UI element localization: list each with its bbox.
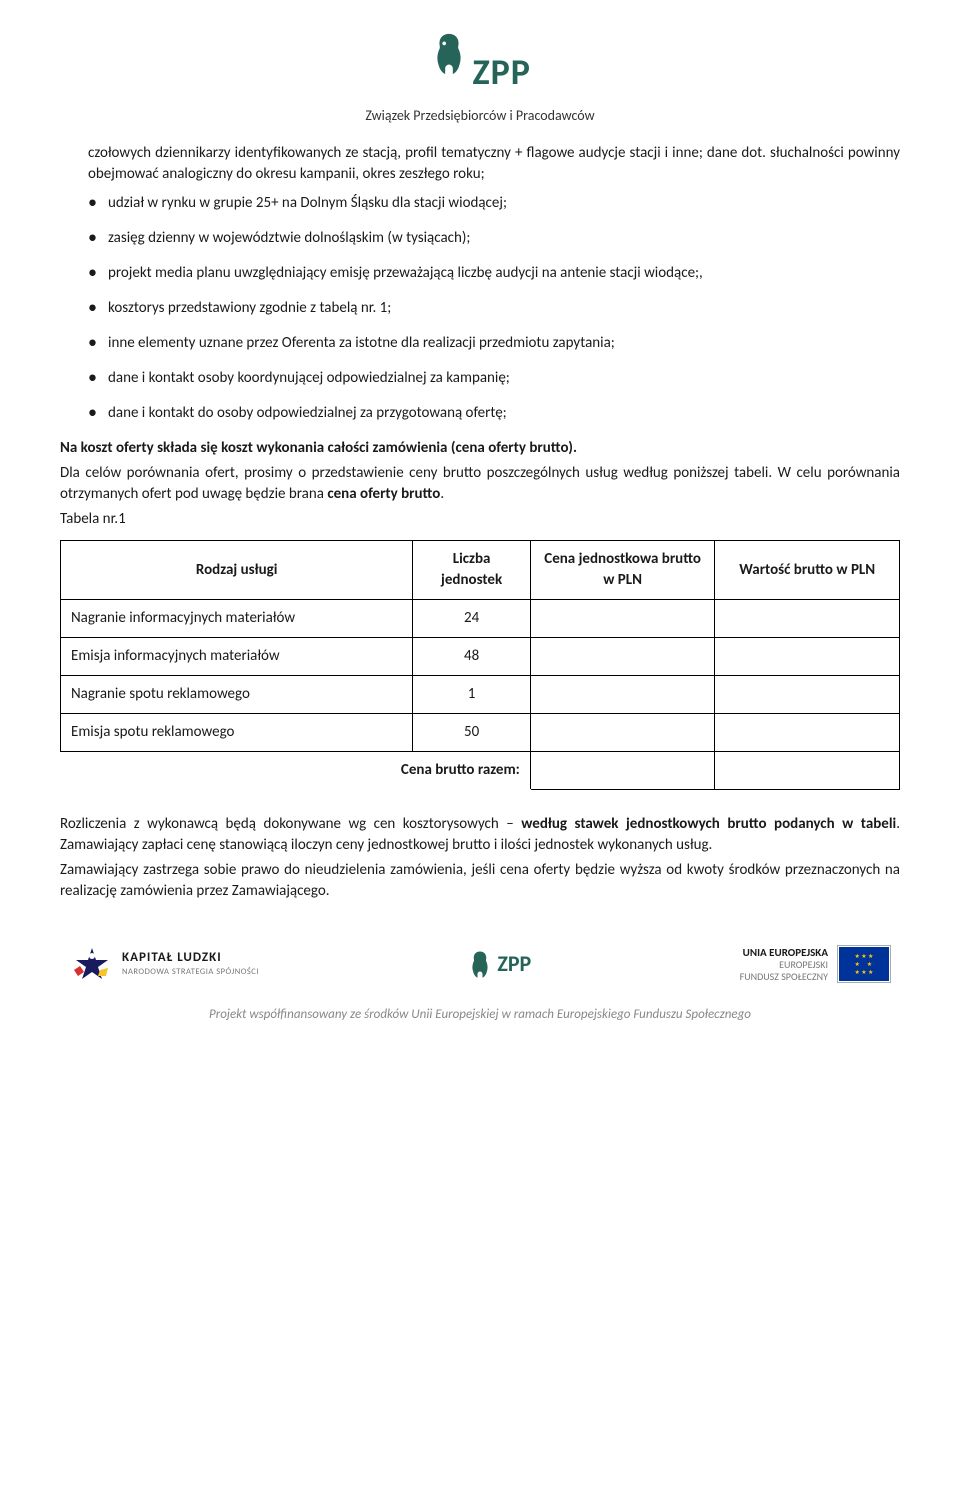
cell-total-unit (530, 752, 715, 790)
footer-logos: KAPITAŁ LUDZKI NARODOWA STRATEGIA SPÓJNO… (60, 942, 900, 986)
cell-qty: 50 (413, 714, 530, 752)
list-item: kosztorys przedstawiony zgodnie z tabelą… (88, 298, 900, 319)
list-item: inne elementy uznane przez Oferenta za i… (88, 333, 900, 354)
kl-text: KAPITAŁ LUDZKI NARODOWA STRATEGIA SPÓJNO… (122, 949, 259, 979)
cell-value (715, 638, 900, 676)
cell-total-value (715, 752, 900, 790)
table-total-row: Cena brutto razem: (61, 752, 900, 790)
eu-text: UNIA EUROPEJSKA EUROPEJSKI FUNDUSZ SPOŁE… (740, 946, 828, 983)
comparison-paragraph: Dla celów porównania ofert, prosimy o pr… (60, 463, 900, 505)
intro-paragraph: czołowych dziennikarzy identyfikowanych … (60, 143, 900, 185)
col-header-value: Wartość brutto w PLN (715, 541, 900, 600)
cell-label: Emisja informacyjnych materiałów (61, 638, 413, 676)
bear-icon (429, 30, 469, 76)
cell-unitprice (530, 600, 715, 638)
settlement-paragraph: Rozliczenia z wykonawcą będą dokonywane … (60, 814, 900, 856)
table-row: Emisja informacyjnych materiałów 48 (61, 638, 900, 676)
text-span-bold: według stawek jednostkowych brutto podan… (521, 815, 896, 833)
cell-qty: 24 (413, 600, 530, 638)
kl-star-icon (70, 942, 114, 986)
text-span-bold: cena oferty brutto (327, 485, 440, 503)
footer-zpp-logo: ZPP (467, 949, 531, 980)
kl-line1: KAPITAŁ LUDZKI (122, 949, 259, 967)
cell-unitprice (530, 638, 715, 676)
eu-line3: FUNDUSZ SPOŁECZNY (740, 971, 828, 983)
cell-value (715, 676, 900, 714)
cell-value (715, 714, 900, 752)
cost-statement: Na koszt oferty składa się koszt wykonan… (60, 438, 900, 459)
cell-label: Emisja spotu reklamowego (61, 714, 413, 752)
pricing-table: Rodzaj usługi Liczba jednostek Cena jedn… (60, 540, 900, 790)
list-item: dane i kontakt osoby koordynującej odpow… (88, 368, 900, 389)
table-row: Nagranie informacyjnych materiałów 24 (61, 600, 900, 638)
col-header-service: Rodzaj usługi (61, 541, 413, 600)
body-text: czołowych dziennikarzy identyfikowanych … (60, 143, 900, 902)
cell-unitprice (530, 676, 715, 714)
cell-qty: 1 (413, 676, 530, 714)
col-header-qty: Liczba jednostek (413, 541, 530, 600)
text-span: . (440, 485, 444, 503)
eu-flag-icon: ★ ★ ★★ ★★ ★ ★ (838, 946, 890, 982)
table-row: Nagranie spotu reklamowego 1 (61, 676, 900, 714)
bullet-list: udział w rynku w grupie 25+ na Dolnym Śl… (60, 193, 900, 424)
cell-unitprice (530, 714, 715, 752)
table-header-row: Rodzaj usługi Liczba jednostek Cena jedn… (61, 541, 900, 600)
footer-eu: UNIA EUROPEJSKA EUROPEJSKI FUNDUSZ SPOŁE… (740, 946, 890, 983)
cell-label: Nagranie spotu reklamowego (61, 676, 413, 714)
text-span: Dla celów porównania ofert, prosimy o pr… (60, 464, 900, 503)
kl-line2: NARODOWA STRATEGIA SPÓJNOŚCI (122, 967, 259, 979)
list-item: zasięg dzienny w województwie dolnośląsk… (88, 228, 900, 249)
reservation-paragraph: Zamawiający zastrzega sobie prawo do nie… (60, 860, 900, 902)
list-item: dane i kontakt do osoby odpowiedzialnej … (88, 403, 900, 424)
footer-zpp-text: ZPP (497, 949, 531, 980)
total-label: Cena brutto razem: (61, 752, 531, 790)
footer-cofinancing-line: Projekt współfinansowany ze środków Unii… (60, 1006, 900, 1024)
header-subtitle: Związek Przedsiębiorców i Pracodawców (60, 106, 900, 126)
col-header-unitprice: Cena jednostkowa brutto w PLN (530, 541, 715, 600)
bear-icon-small (467, 949, 493, 979)
header-logo-block: ZPP (60, 30, 900, 98)
list-item: udział w rynku w grupie 25+ na Dolnym Śl… (88, 193, 900, 214)
table-label: Tabela nr.1 (60, 509, 900, 530)
table-row: Emisja spotu reklamowego 50 (61, 714, 900, 752)
text-span: Rozliczenia z wykonawcą będą dokonywane … (60, 815, 521, 833)
list-item: projekt media planu uwzględniający emisj… (88, 263, 900, 284)
footer-kapital-ludzki: KAPITAŁ LUDZKI NARODOWA STRATEGIA SPÓJNO… (70, 942, 259, 986)
logo-text: ZPP (472, 47, 531, 97)
eu-line1: UNIA EUROPEJSKA (740, 946, 828, 959)
document-page: ZPP Związek Przedsiębiorców i Pracodawcó… (0, 0, 960, 1044)
cell-value (715, 600, 900, 638)
cell-label: Nagranie informacyjnych materiałów (61, 600, 413, 638)
eu-line2: EUROPEJSKI (740, 959, 828, 971)
cell-qty: 48 (413, 638, 530, 676)
